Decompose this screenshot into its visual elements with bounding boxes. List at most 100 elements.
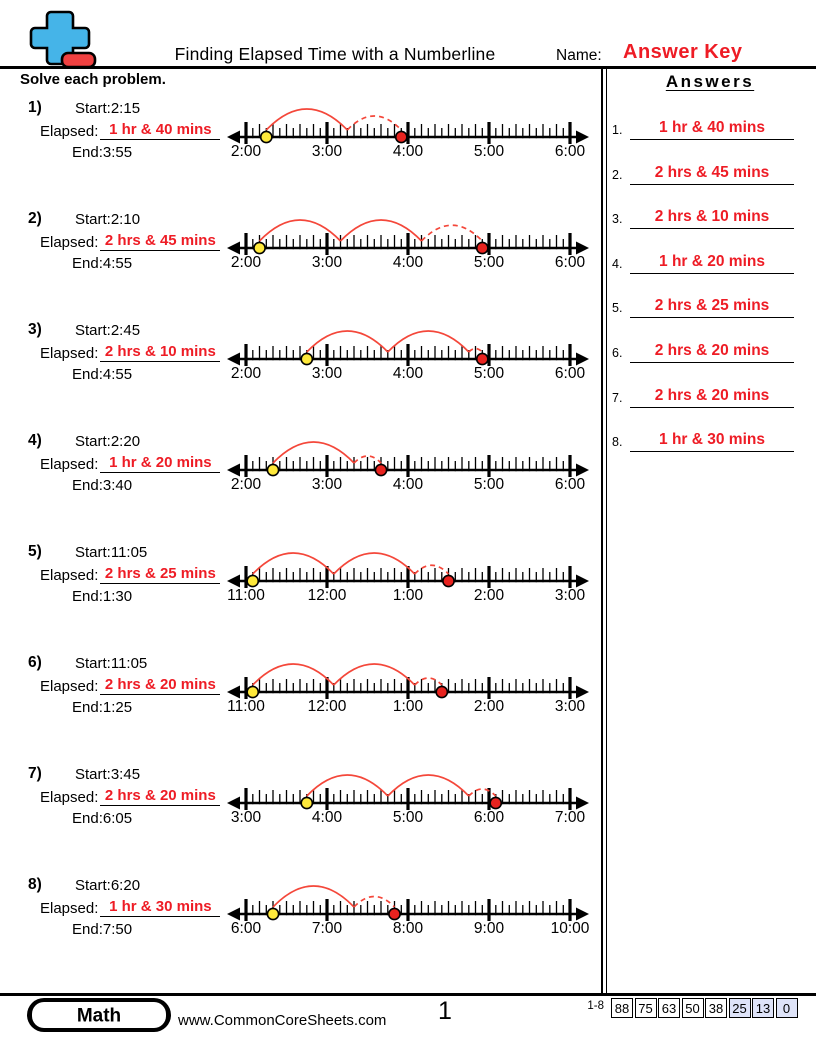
answer-item: 5. 2 hrs & 25 mins — [612, 290, 794, 319]
svg-text:6:00: 6:00 — [474, 809, 505, 826]
start-time-dot — [259, 130, 273, 144]
svg-text:3:00: 3:00 — [312, 476, 343, 493]
answer-text: 2 hrs & 20 mins — [630, 387, 794, 408]
left-arrow-icon — [227, 574, 240, 588]
svg-text:3:00: 3:00 — [231, 809, 262, 826]
start-time: Start:2:20 — [75, 433, 141, 450]
problem-number: 1) — [28, 99, 42, 116]
elapsed-label: Elapsed: — [40, 567, 99, 584]
elapsed-minutes-arc — [468, 788, 497, 797]
answer-item: 6. 2 hrs & 20 mins — [612, 335, 794, 363]
answer-key-text: Answer Key — [623, 41, 743, 63]
svg-text:1:00: 1:00 — [393, 587, 424, 604]
answers-heading: Answers — [665, 72, 755, 91]
svg-text:12:00: 12:00 — [308, 587, 347, 604]
svg-text:2:00: 2:00 — [231, 476, 262, 493]
elapsed-label: Elapsed: — [40, 900, 99, 917]
answer-text: 1 hr & 30 mins — [630, 431, 794, 453]
svg-text:6:00: 6:00 — [231, 920, 262, 937]
svg-text:6:00: 6:00 — [555, 254, 586, 271]
svg-text:9:00: 9:00 — [474, 920, 505, 937]
end-time: End:4:55 — [72, 255, 133, 272]
problem-row: 2) Start:2:10 Elapsed: 2 hrs & 45 mins End:4… — [0, 208, 600, 319]
elapsed-answer: 2 hrs & 25 mins — [100, 565, 221, 584]
elapsed-row: Elapsed: 1 hr & 30 mins — [40, 898, 221, 917]
score-cell: 38 — [705, 998, 727, 1018]
problem-number: 3) — [28, 321, 42, 338]
problem-row: 6) Start:11:05 Elapsed: 2 hrs & 20 mins End:… — [0, 652, 600, 763]
elapsed-hour-arc — [387, 330, 470, 353]
right-arrow-icon — [576, 241, 589, 255]
score-cell: 13 — [752, 998, 774, 1018]
end-time-dot — [442, 574, 455, 588]
score-cell: 88 — [611, 998, 633, 1018]
score-cell: 0 — [775, 998, 798, 1018]
svg-text:5:00: 5:00 — [474, 476, 505, 493]
elapsed-row: Elapsed: 1 hr & 20 mins — [40, 454, 221, 473]
right-arrow-icon — [576, 352, 589, 366]
problem-row: 5) Start:11:05 Elapsed: 2 hrs & 25 mins End:… — [0, 541, 600, 652]
svg-text:4:00: 4:00 — [393, 254, 424, 271]
numberline: 11:00 12:00 1:00 2:00 3:00 — [227, 552, 589, 604]
numberline: 6:00 7:00 8:00 9:00 10:00 — [227, 885, 590, 937]
end-time: End:3:40 — [72, 477, 133, 494]
elapsed-minutes-arc — [420, 224, 483, 242]
answer-item: 1. 1 hr & 40 mins — [612, 112, 794, 140]
column-divider-line — [605, 69, 608, 993]
svg-text:6:00: 6:00 — [555, 143, 586, 160]
end-time-dot — [435, 685, 449, 699]
elapsed-label: Elapsed: — [40, 234, 99, 251]
header-divider — [0, 66, 816, 69]
problem-number: 8) — [28, 876, 42, 893]
elapsed-hour-arc — [387, 774, 470, 797]
start-time-dot — [266, 907, 280, 921]
elapsed-hour-arc — [272, 885, 355, 908]
elapsed-hour-arc — [272, 441, 355, 464]
left-arrow-icon — [227, 463, 240, 477]
elapsed-answer: 2 hrs & 20 mins — [100, 787, 221, 806]
answer-number: 4. — [612, 256, 623, 271]
score-cell: 63 — [658, 998, 680, 1018]
answer-text: 1 hr & 20 mins — [630, 253, 794, 274]
start-time: Start:2:45 — [75, 322, 141, 339]
start-time: Start:6:20 — [75, 877, 141, 894]
elapsed-minutes-arc — [414, 677, 443, 686]
numberline: 3:00 4:00 5:00 6:00 7:00 — [227, 774, 589, 826]
column-divider-line — [601, 69, 603, 993]
end-time-dot — [394, 130, 408, 144]
start-time-dot — [253, 241, 266, 255]
right-arrow-icon — [576, 463, 589, 477]
elapsed-hour-arc — [306, 330, 389, 353]
score-cell: 25 — [728, 998, 751, 1018]
answer-number: 6. — [612, 346, 623, 360]
elapsed-hour-arc — [333, 663, 416, 686]
numberline: 2:00 3:00 4:00 5:00 6:00 — [227, 441, 589, 493]
problem-number: 7) — [28, 765, 42, 782]
start-time: Start:11:05 — [75, 655, 148, 672]
score-table: 88 75 63 50 38 25 13 0 — [611, 998, 798, 1018]
svg-text:3:00: 3:00 — [312, 143, 343, 160]
start-time-dot — [246, 574, 260, 588]
problem-row: 8) Start:6:20 Elapsed: 1 hr & 30 mins End:7:… — [0, 874, 600, 985]
elapsed-hour-arc — [333, 552, 416, 575]
elapsed-answer: 1 hr & 20 mins — [100, 454, 221, 473]
elapsed-row: Elapsed: 2 hrs & 20 mins — [40, 676, 221, 695]
problem-number: 5) — [28, 543, 42, 560]
svg-text:3:00: 3:00 — [555, 587, 586, 604]
answer-text: 2 hrs & 45 mins — [630, 164, 794, 185]
end-time: End:3:55 — [72, 144, 133, 161]
right-arrow-icon — [576, 685, 589, 699]
end-time: End:1:30 — [72, 588, 133, 605]
end-time-dot — [475, 241, 489, 255]
svg-text:4:00: 4:00 — [393, 143, 424, 160]
svg-text:2:00: 2:00 — [231, 143, 262, 160]
elapsed-row: Elapsed: 1 hr & 40 mins — [40, 121, 221, 140]
answer-text: 2 hrs & 10 mins — [630, 208, 794, 230]
problem-row: 7) Start:3:45 Elapsed: 2 hrs & 20 mins End:6… — [0, 763, 600, 874]
svg-text:5:00: 5:00 — [474, 365, 505, 382]
svg-text:10:00: 10:00 — [551, 920, 590, 937]
instruction-text: Solve each problem. — [20, 71, 166, 88]
elapsed-hour-arc — [306, 774, 389, 797]
svg-text:3:00: 3:00 — [312, 365, 343, 382]
answer-number: 2. — [612, 167, 623, 182]
